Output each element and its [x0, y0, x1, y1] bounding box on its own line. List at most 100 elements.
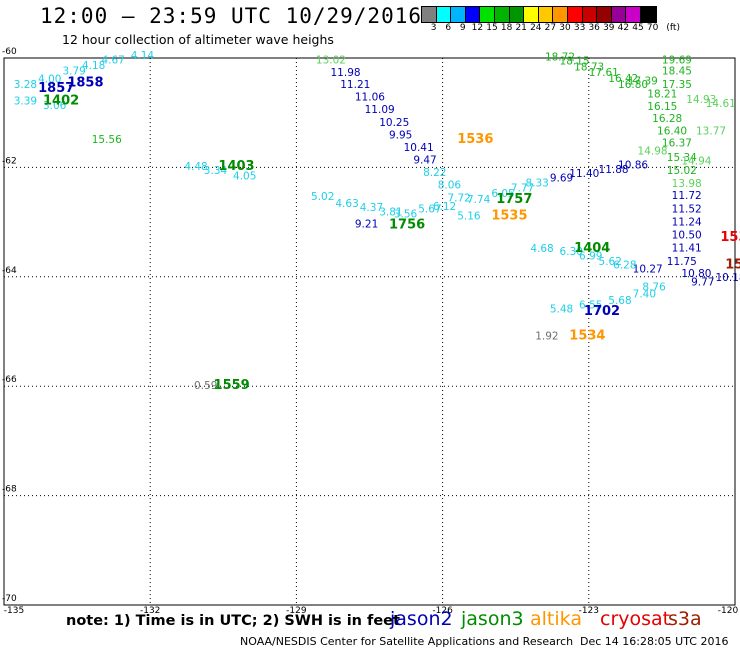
- wave-height-value: 18.15: [560, 56, 590, 68]
- wave-height-value: 1.92: [535, 331, 558, 343]
- legend-swatch-2: [451, 7, 466, 22]
- lon-tick-label: -135: [4, 606, 24, 616]
- legend-swatch-3: [465, 7, 481, 22]
- lat-tick-label: -62: [2, 156, 17, 166]
- wave-height-value: 11.41: [672, 243, 702, 255]
- wave-height-value: 11.06: [355, 92, 385, 104]
- wave-height-value: 4.37: [360, 202, 383, 214]
- wave-height-value: 15.34: [667, 152, 697, 164]
- satellite-s3a: s3a: [668, 608, 702, 630]
- pass-time-label: 1538: [720, 230, 740, 245]
- credit-text: NOAA/NESDIS Center for Satellite Applica…: [240, 635, 574, 648]
- legend-label: 15: [486, 23, 498, 33]
- wave-height-value: 11.09: [365, 104, 395, 116]
- wave-height-value: 5.16: [457, 210, 481, 222]
- wave-height-value: 16.37: [662, 138, 692, 150]
- wave-height-value: 5.68: [608, 295, 631, 307]
- wave-height-value: 16.80: [618, 79, 648, 91]
- wave-height-value: 11.24: [672, 216, 702, 228]
- wave-height-value: 10.18: [716, 272, 740, 284]
- wave-height-value: 4.00: [38, 74, 61, 86]
- wave-height-value: 14.61: [706, 98, 736, 110]
- legend-label: 33: [573, 23, 586, 33]
- pass-time-label: 1858: [67, 75, 103, 90]
- lon-tick-label: -126: [432, 606, 453, 616]
- legend-swatch-13: [611, 7, 627, 22]
- legend-swatch-12: [597, 7, 612, 22]
- wave-height-value: 10.25: [379, 117, 409, 129]
- wave-height-value: 8.22: [423, 167, 446, 179]
- legend-label: 27: [544, 23, 557, 33]
- wave-height-value: 8.06: [438, 180, 462, 192]
- pass-time-label: 1756: [389, 218, 425, 233]
- legend-label: 12: [471, 23, 484, 33]
- legend-label: 24: [530, 23, 542, 33]
- wave-height-value: 14.93: [686, 94, 716, 106]
- satellite-jason2: jason2: [390, 608, 453, 630]
- map-frame: [3, 57, 736, 606]
- wave-height-value: 18.21: [647, 88, 677, 100]
- wave-height-value: 3.28: [14, 79, 37, 91]
- legend-swatch-1: [436, 7, 452, 22]
- legend-swatch-14: [626, 7, 641, 22]
- wave-height-value: 6.05: [491, 188, 514, 200]
- wave-height-value: 3.79: [62, 65, 85, 77]
- wave-height-value: 3.06: [43, 100, 67, 112]
- wave-height-value: 11.21: [340, 79, 370, 91]
- lat-tick-label: -70: [2, 594, 17, 604]
- lat-tick-label: -66: [2, 375, 17, 385]
- wave-height-value: 8.33: [525, 178, 548, 190]
- wave-height-value: 11.40: [569, 168, 599, 180]
- wave-height-value: 17.39: [628, 75, 658, 87]
- wave-height-value: 10.27: [633, 263, 663, 275]
- wave-height-value: 16.40: [657, 126, 687, 138]
- wave-height-value: 6.30: [560, 246, 583, 258]
- pass-time-label: 1534: [569, 329, 605, 344]
- wave-height-value: 5.62: [599, 256, 622, 268]
- legend-swatch-6: [509, 7, 525, 22]
- legend-swatch-15: [640, 7, 656, 22]
- color-scale-labels: 3 6 9 12 15 18 21 24 27 30 33 36 39 42 45 70 (ft): [421, 23, 740, 35]
- legend-swatch-4: [480, 7, 495, 22]
- satellite-jason3: jason3: [461, 608, 524, 630]
- wave-height-value: 5.02: [311, 191, 334, 203]
- wave-height-value: 7.77: [511, 182, 534, 194]
- footer-note: note: 1) Time is in UTC; 2) SWH is in fe…: [66, 613, 400, 629]
- wave-height-value: 9.95: [389, 129, 412, 141]
- legend-label: 9: [459, 23, 466, 33]
- wave-height-value: 4.63: [335, 198, 358, 210]
- pass-time-label: 1559: [214, 378, 250, 393]
- legend-label: 45: [632, 23, 644, 33]
- lon-tick-label: -123: [579, 606, 599, 616]
- legend-label: 36: [588, 23, 600, 33]
- wave-height-value: 11.98: [331, 67, 361, 79]
- wave-height-value: 6.12: [433, 201, 456, 213]
- wave-height-value: 4.48: [184, 161, 207, 173]
- wave-height-value: 6.55: [579, 300, 602, 312]
- wave-height-value: 18.72: [545, 52, 575, 64]
- map-title: 12:00 – 23:59 UTC 10/29/2016: [40, 4, 423, 28]
- credit-date: Dec 14 16:28:05 UTC 2016: [580, 635, 729, 648]
- wave-height-value: 10.80: [681, 268, 711, 280]
- pass-time-label: 1403: [218, 159, 254, 174]
- wave-height-value: 7.72: [447, 192, 470, 204]
- pass-time-label: 1536: [457, 132, 493, 147]
- wave-height-value: 18.73: [574, 62, 604, 74]
- lat-tick-label: -68: [2, 485, 17, 495]
- wave-height-value: 11.88: [599, 164, 629, 176]
- legend-swatch-7: [524, 7, 539, 22]
- pass-time-label: 1857: [38, 81, 74, 96]
- pass-time-label: 1535: [491, 208, 527, 223]
- lon-tick-label: -129: [286, 606, 307, 616]
- wave-height-value: 5.67: [418, 203, 441, 215]
- wave-height-value: 16.42: [608, 73, 638, 85]
- legend-label: 30: [559, 23, 571, 33]
- pass-time-label: 1402: [43, 93, 79, 108]
- legend-label: 70: [646, 23, 659, 33]
- legend-label: 6: [445, 23, 452, 33]
- wave-height-value: 4.67: [101, 54, 124, 66]
- wave-height-value: 9.47: [413, 155, 436, 167]
- satellite-cryosat: cryosat: [600, 608, 671, 630]
- wave-height-value: 3.56: [394, 209, 418, 221]
- legend-swatch-9: [553, 7, 568, 22]
